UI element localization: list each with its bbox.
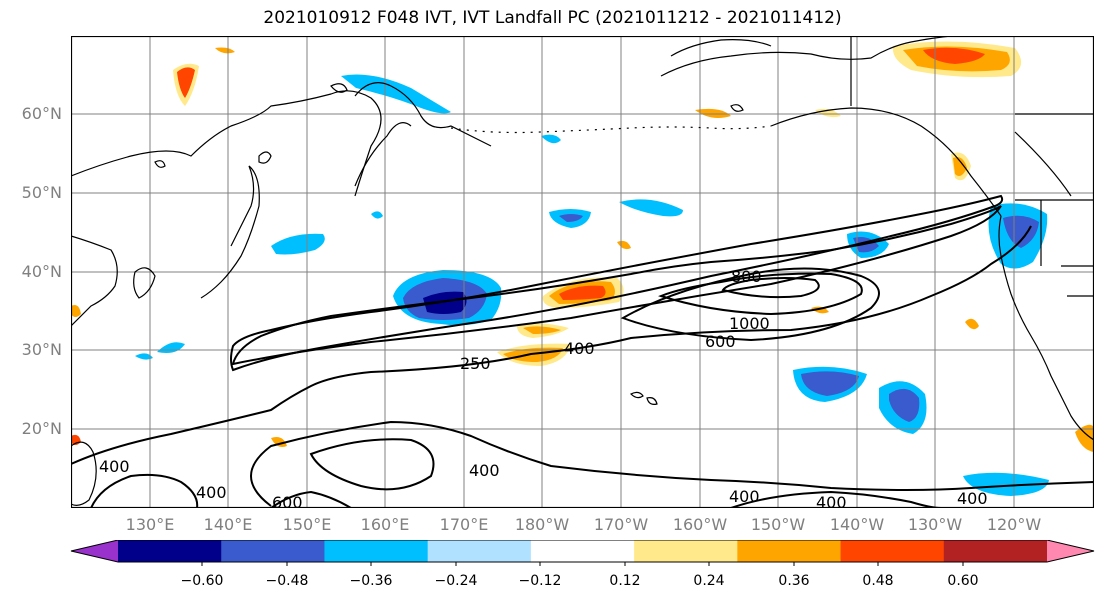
lon-label-130w: 130°W [907, 515, 963, 534]
colorbar-segment [221, 540, 325, 562]
contour-label-250: 250 [460, 354, 491, 373]
lat-label-30n: 30°N [21, 340, 62, 359]
map-panel: 800 1000 600 400 250 400 400 600 400 400… [71, 36, 1094, 508]
colorbar-segment [530, 540, 635, 562]
contour-label-800: 800 [731, 267, 762, 286]
contour-labels: 800 1000 600 400 250 400 400 600 400 400… [99, 267, 988, 508]
colorbar-arrow-low [71, 540, 118, 562]
colorbar [70, 540, 1095, 566]
colorbar-segments [70, 540, 1095, 563]
lat-label-20n: 20°N [21, 419, 62, 438]
lon-label-130e: 130°E [125, 515, 175, 534]
colorbar-tick-036: 0.36 [778, 573, 810, 589]
colorbar-segment [943, 540, 1048, 562]
contour-label-600-b: 600 [272, 493, 303, 508]
map-frame [71, 36, 1094, 508]
lon-label-180w: 180°W [514, 515, 570, 534]
contour-400-main [231, 205, 1002, 366]
contour-label-400-a: 400 [564, 339, 595, 358]
negative-patch-130W-south [963, 472, 1049, 496]
colorbar-segment [118, 540, 222, 562]
contour-400-east [730, 490, 942, 508]
negative-patch-175E [549, 209, 591, 228]
contour-800 [658, 272, 863, 316]
colorbar-segment [427, 540, 532, 562]
lon-label-150w: 150°W [750, 515, 806, 534]
ivt-contours [71, 194, 1094, 508]
negative-patch-140W [793, 366, 867, 402]
contour-600 [620, 267, 880, 342]
colorbar-tick-neg048: −0.48 [265, 573, 309, 589]
contour-400-west [90, 473, 199, 508]
lon-label-120w: 120°W [986, 515, 1042, 534]
negative-patch-170E [393, 270, 502, 326]
colorbar-tick-neg024: −0.24 [434, 573, 478, 589]
lon-label-160e: 160°E [360, 515, 410, 534]
colorbar-segment [634, 540, 738, 562]
positive-patch-140E [173, 47, 235, 106]
map-title: 2021010912 F048 IVT, IVT Landfall PC (20… [263, 8, 842, 28]
lon-label-150e: 150°E [282, 515, 332, 534]
colorbar-tick-012: 0.12 [609, 573, 641, 589]
negative-patch-150E [271, 233, 325, 255]
negative-patch-130W [879, 381, 927, 434]
contour-label-1000: 1000 [729, 314, 770, 333]
contour-1000 [721, 277, 820, 299]
colorbar-tick-048: 0.48 [862, 573, 894, 589]
colorbar-tick-neg036: −0.36 [349, 573, 393, 589]
contour-label-400-e: 400 [729, 487, 760, 506]
colorbar-segment [324, 540, 429, 562]
contour-600-south [270, 490, 352, 508]
colorbar-segment [840, 540, 945, 562]
contour-label-400-d: 400 [99, 457, 130, 476]
lon-label-140w: 140°W [829, 515, 885, 534]
lon-label-140e: 140°E [203, 515, 253, 534]
positive-patch-north-150W [695, 41, 1022, 118]
coastlines [71, 36, 1094, 506]
colorbar-tick-024: 0.24 [693, 573, 725, 589]
negative-patch-125W [988, 203, 1048, 269]
colorbar-tick-060: 0.60 [947, 573, 979, 589]
lat-label-40n: 40°N [21, 262, 62, 281]
contour-250 [230, 194, 1004, 372]
lon-label-170e: 170°E [439, 515, 489, 534]
contour-label-400-b: 400 [469, 461, 500, 480]
lon-label-160w: 160°W [672, 515, 728, 534]
colorbar-tick-neg012: −0.12 [518, 573, 562, 589]
lat-label-50n: 50°N [21, 183, 62, 202]
contour-400-trop [250, 420, 1094, 507]
colorbar-segment [737, 540, 842, 562]
colorbar-outline [70, 540, 1095, 563]
lat-label-60n: 60°N [21, 104, 62, 123]
colorbar-ticks [201, 562, 964, 566]
negative-patch-165W [619, 199, 683, 217]
contour-400-south [71, 225, 1032, 465]
colorbar-tick-neg060: −0.60 [180, 573, 224, 589]
contour-label-400-c: 400 [196, 483, 227, 502]
contour-label-600-a: 600 [705, 332, 736, 351]
lon-label-170w: 170°W [593, 515, 649, 534]
colorbar-arrow-high [1047, 540, 1094, 562]
contour-400-inner [309, 438, 435, 491]
contour-label-400-f: 400 [816, 493, 847, 508]
contour-label-400-g: 400 [957, 489, 988, 508]
